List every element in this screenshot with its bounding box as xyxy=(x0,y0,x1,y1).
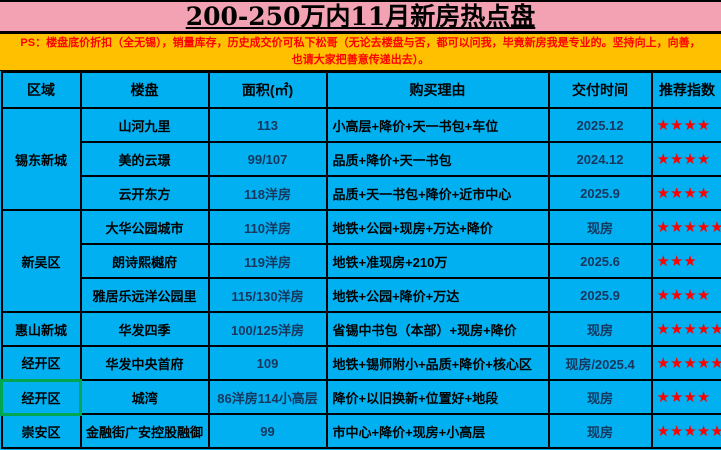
property-name-cell: 山河九里 xyxy=(79,107,210,143)
column-header: 楼盘 xyxy=(79,71,210,109)
column-header: 面积(㎡) xyxy=(207,71,328,109)
column-header: 区域 xyxy=(0,71,82,109)
property-name-cell: 华发四季 xyxy=(79,311,210,347)
delivery-cell: 现房 xyxy=(547,209,653,245)
region-cell: 新吴区 xyxy=(0,209,82,313)
property-name-cell: 朗诗熙樾府 xyxy=(79,243,210,279)
delivery-cell: 现房/2025.4 xyxy=(547,345,653,381)
table-row: 雅居乐远洋公园里 115/130洋房 地铁+公园+降价+万达 2025.9 ★★★★ xyxy=(2,277,721,313)
table-row: 美的云璟 99/107 品质+降价+天一书包 2024.12 ★★★★ xyxy=(2,141,721,177)
listings-table: 区域 楼盘 面积(㎡) 购买理由 交付时间 推荐指数 锡东新城 山河九里 113 小高层+降价+… xyxy=(0,71,721,449)
table-body: 锡东新城 山河九里 113 小高层+降价+天一书包+车位 2025.12 ★★★★ 美的云璟… xyxy=(0,107,721,449)
delivery-cell: 现房 xyxy=(547,413,653,449)
rating-stars: ★★★★★ xyxy=(650,413,721,449)
region-cell: 惠山新城 xyxy=(0,311,82,347)
delivery-cell: 2024.12 xyxy=(547,141,653,177)
region-cell: 锡东新城 xyxy=(0,107,82,211)
property-name-cell: 金融街广安控股融御 xyxy=(79,413,210,449)
rating-stars: ★★★★★ xyxy=(650,209,721,245)
region-cell: 经开区 xyxy=(0,345,82,381)
property-name-cell: 云开东方 xyxy=(79,175,210,211)
delivery-cell: 2025.6 xyxy=(547,243,653,279)
table-row: 朗诗熙樾府 119洋房 地铁+准现房+210万 2025.6 ★★★ xyxy=(2,243,721,279)
rating-stars: ★★★★ xyxy=(650,379,721,415)
reason-cell: 品质+降价+天一书包 xyxy=(325,141,550,177)
delivery-cell: 2025.9 xyxy=(547,175,653,211)
area-cell: 99 xyxy=(207,413,328,449)
table-row: 新吴区 大华公园城市 110洋房 地铁+公园+现房+万达+降价 现房 ★★★★★ xyxy=(0,209,721,313)
area-cell: 119洋房 xyxy=(207,243,328,279)
page-title: 200-250万内11月新房热点盘 xyxy=(185,2,536,31)
area-cell: 86洋房114小高层 xyxy=(207,379,328,415)
property-name-cell: 华发中央首府 xyxy=(79,345,210,381)
reason-cell: 品质+天一书包+降价+近市中心 xyxy=(325,175,550,211)
rating-stars: ★★★★★ xyxy=(650,345,721,381)
area-cell: 109 xyxy=(207,345,328,381)
area-cell: 99/107 xyxy=(207,141,328,177)
rating-stars: ★★★ xyxy=(650,243,721,279)
delivery-cell: 2025.12 xyxy=(547,107,653,143)
table-row: 崇安区 金融街广安控股融御 99 市中心+降价+现房+小高层 现房 ★★★★★ xyxy=(0,413,721,449)
table-row: 云开东方 118洋房 品质+天一书包+降价+近市中心 2025.9 ★★★★ xyxy=(2,175,721,211)
reason-cell: 地铁+公园+现房+万达+降价 xyxy=(325,209,550,245)
area-cell: 110洋房 xyxy=(207,209,328,245)
property-name-cell: 城湾 xyxy=(79,379,210,415)
table-row: 锡东新城 山河九里 113 小高层+降价+天一书包+车位 2025.12 ★★★★ xyxy=(0,107,721,211)
area-cell: 115/130洋房 xyxy=(207,277,328,313)
table-row: 经开区 华发中央首府 109 地铁+锡师附小+品质+降价+核心区 现房/2025.4 ★★… xyxy=(0,345,721,381)
table-row: 惠山新城 华发四季 100/125洋房 省锡中书包（本部）+现房+降价 现房 ★★★★★ xyxy=(0,311,721,347)
column-header: 交付时间 xyxy=(547,71,653,109)
column-header: 购买理由 xyxy=(325,71,550,109)
delivery-cell: 2025.9 xyxy=(547,277,653,313)
rating-stars: ★★★★ xyxy=(650,141,721,177)
table-header-row: 区域 楼盘 面积(㎡) 购买理由 交付时间 推荐指数 xyxy=(0,71,721,109)
property-name-cell: 大华公园城市 xyxy=(79,209,210,245)
area-cell: 100/125洋房 xyxy=(207,311,328,347)
area-cell: 118洋房 xyxy=(207,175,328,211)
property-name-cell: 雅居乐远洋公园里 xyxy=(79,277,210,313)
ps-note: PS：楼盘底价折扣（全无锡），销量库存，历史成交价可私下松哥（无论去楼盘与否，都… xyxy=(0,34,721,71)
ps-note-line1: PS：楼盘底价折扣（全无锡），销量库存，历史成交价可私下松哥（无论去楼盘与否，都… xyxy=(20,36,701,49)
reason-cell: 地铁+公园+降价+万达 xyxy=(325,277,550,313)
property-name-cell: 美的云璟 xyxy=(79,141,210,177)
area-cell: 113 xyxy=(207,107,328,143)
delivery-cell: 现房 xyxy=(547,311,653,347)
rating-stars: ★★★★ xyxy=(650,277,721,313)
delivery-cell: 现房 xyxy=(547,379,653,415)
region-cell: 经开区 xyxy=(0,378,82,416)
reason-cell: 市中心+降价+现房+小高层 xyxy=(325,413,550,449)
reason-cell: 地铁+锡师附小+品质+降价+核心区 xyxy=(325,345,550,381)
region-cell: 崇安区 xyxy=(0,413,82,449)
table-row: 经开区 城湾 86洋房114小高层 降价+以旧换新+位置好+地段 现房 ★★★★ xyxy=(0,378,721,416)
rating-stars: ★★★★ xyxy=(650,175,721,211)
title-bar: 200-250万内11月新房热点盘 xyxy=(0,2,721,34)
reason-cell: 小高层+降价+天一书包+车位 xyxy=(325,107,550,143)
rating-stars: ★★★★ xyxy=(650,107,721,143)
reason-cell: 降价+以旧换新+位置好+地段 xyxy=(325,379,550,415)
ps-note-line2: 也请大家把善意传递出去）。 xyxy=(291,54,430,66)
reason-cell: 省锡中书包（本部）+现房+降价 xyxy=(325,311,550,347)
rating-stars: ★★★★★ xyxy=(650,311,721,347)
reason-cell: 地铁+准现房+210万 xyxy=(325,243,550,279)
column-header: 推荐指数 xyxy=(650,71,721,109)
